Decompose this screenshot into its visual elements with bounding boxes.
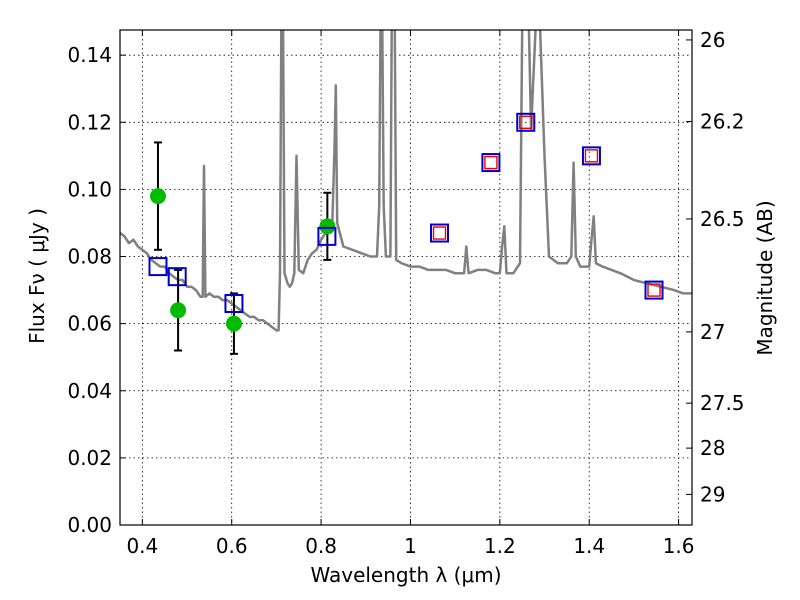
axes-ticks: 0.4 0.6 0.8 1 1.2 1.4 1.6 0.00 0.02 0.04 0.06 0.08 0… xyxy=(67,28,744,558)
photometry-point xyxy=(149,188,166,205)
model-square-inner xyxy=(432,226,447,240)
right-tick-label: 26.5 xyxy=(700,207,745,231)
grid xyxy=(120,30,692,526)
photometry-point xyxy=(225,315,242,332)
y-axis-label: Flux Fν ( μJy ) xyxy=(25,208,49,344)
x-tick-label: 0.6 xyxy=(216,534,248,558)
model-square xyxy=(644,280,664,300)
x-tick-label: 0.4 xyxy=(126,534,158,558)
model-square xyxy=(167,267,187,287)
y-tick-label: 0.08 xyxy=(67,245,112,269)
model-square-inner xyxy=(484,155,498,170)
right-tick-label: 29 xyxy=(700,482,725,506)
model-square xyxy=(481,153,501,173)
model-square-inner xyxy=(519,115,533,129)
x-tick-label: 1.4 xyxy=(573,534,605,558)
y-tick-label: 0.04 xyxy=(67,379,112,403)
plot-frame xyxy=(119,29,693,526)
y-tick-label: 0.02 xyxy=(67,446,112,470)
x-axis-label: Wavelength λ (μm) xyxy=(310,563,501,587)
y-tick-label: 0.14 xyxy=(67,43,112,67)
right-tick-label: 27 xyxy=(700,320,725,344)
right-tick-label: 26.2 xyxy=(700,110,745,134)
model-square xyxy=(581,146,601,166)
model-square xyxy=(516,112,536,132)
model-square xyxy=(224,294,244,314)
right-axis-label: Magnitude (AB) xyxy=(753,200,777,355)
model-square xyxy=(148,257,168,277)
y-tick-label: 0.12 xyxy=(67,110,112,134)
plot-area xyxy=(120,30,692,355)
x-tick-label: 1 xyxy=(404,534,417,558)
model-square xyxy=(317,226,337,246)
y-tick-label: 0.00 xyxy=(67,513,112,537)
x-tick-label: 1.2 xyxy=(484,534,516,558)
model-square-inner xyxy=(647,283,661,297)
right-tick-label: 28 xyxy=(700,436,725,460)
photometry-point xyxy=(170,302,187,319)
y-tick-label: 0.06 xyxy=(67,312,112,336)
spectrum-line xyxy=(120,30,692,332)
model-square-inner xyxy=(584,149,599,163)
y-tick-label: 0.10 xyxy=(67,177,112,201)
x-tick-label: 0.8 xyxy=(305,534,337,558)
right-tick-label: 27.5 xyxy=(700,391,745,415)
model-square xyxy=(430,223,450,243)
photometry-point xyxy=(319,218,336,235)
x-tick-label: 1.6 xyxy=(663,534,695,558)
right-tick-label: 26 xyxy=(700,28,725,52)
